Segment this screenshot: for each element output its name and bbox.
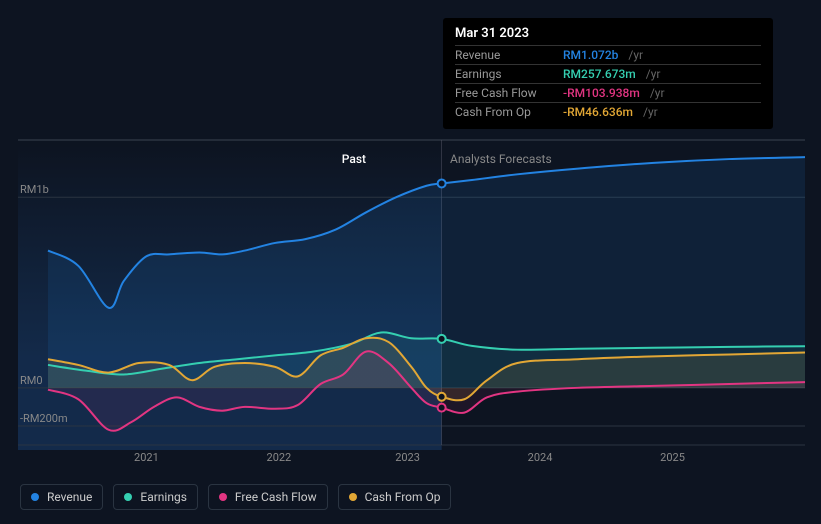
tooltip-row-label: Free Cash Flow (455, 86, 555, 100)
legend-item-label: Free Cash Flow (235, 490, 317, 504)
legend-item-earnings[interactable]: Earnings (113, 484, 198, 510)
tooltip-row: Revenue RM1.072b/yr (455, 45, 761, 64)
tooltip-row-value: -RM103.938m (563, 86, 640, 100)
legend-item-label: Earnings (140, 490, 187, 504)
legend-item-cash_from_op[interactable]: Cash From Op (338, 484, 452, 510)
tooltip-row-unit: /yr (643, 105, 658, 119)
tooltip-row-label: Revenue (455, 48, 555, 62)
legend-dot-icon (31, 493, 39, 501)
legend-dot-icon (349, 493, 357, 501)
y-axis-label: -RM200m (20, 412, 68, 425)
tooltip-row: Cash From Op -RM46.636m/yr (455, 102, 761, 121)
tooltip-row: Earnings RM257.673m/yr (455, 64, 761, 83)
legend-item-free_cash_flow[interactable]: Free Cash Flow (208, 484, 328, 510)
tooltip-row-label: Cash From Op (455, 105, 555, 119)
financial-chart: Past Analysts Forecasts Mar 31 2023 Reve… (0, 0, 821, 524)
legend-item-revenue[interactable]: Revenue (20, 484, 103, 510)
chart-tooltip: Mar 31 2023 Revenue RM1.072b/yr Earnings RM… (443, 18, 773, 129)
tooltip-title: Mar 31 2023 (455, 26, 761, 41)
y-axis-label: RM0 (20, 374, 43, 387)
legend-dot-icon (124, 493, 132, 501)
x-axis-label: 2024 (528, 451, 553, 464)
section-label-forecast: Analysts Forecasts (450, 152, 552, 166)
tooltip-row-value: -RM46.636m (563, 105, 633, 119)
chart-legend: Revenue Earnings Free Cash Flow Cash From O… (20, 484, 451, 510)
y-axis-label: RM1b (20, 183, 49, 196)
section-label-past: Past (342, 152, 366, 166)
tooltip-row: Free Cash Flow -RM103.938m/yr (455, 83, 761, 102)
tooltip-row-label: Earnings (455, 67, 555, 81)
tooltip-row-value: RM1.072b (563, 48, 618, 62)
tooltip-row-unit: /yr (628, 48, 643, 62)
x-axis-label: 2025 (660, 451, 685, 464)
tooltip-row-unit: /yr (646, 67, 661, 81)
x-axis-label: 2023 (395, 451, 420, 464)
legend-item-label: Cash From Op (365, 490, 441, 504)
x-axis-label: 2022 (267, 451, 292, 464)
tooltip-row-unit: /yr (650, 86, 665, 100)
x-axis-label: 2021 (134, 451, 159, 464)
legend-dot-icon (219, 493, 227, 501)
tooltip-row-value: RM257.673m (563, 67, 636, 81)
legend-item-label: Revenue (47, 490, 92, 504)
